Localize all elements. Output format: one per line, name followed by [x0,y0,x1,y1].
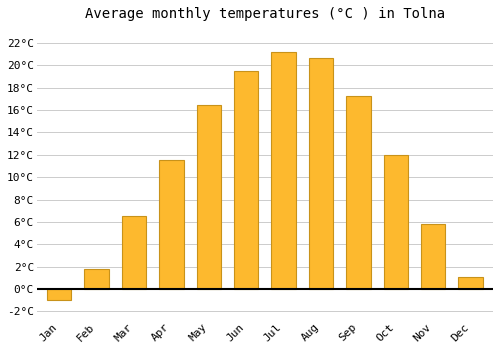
Bar [196,105,221,289]
Bar [159,160,184,289]
Bar [47,289,72,300]
Bar [272,52,295,289]
Bar [84,269,108,289]
Bar [346,96,370,289]
Bar [309,58,333,289]
Bar [234,71,258,289]
Bar [421,224,446,289]
Bar [122,216,146,289]
Bar [458,277,483,289]
Bar [384,155,408,289]
Title: Average monthly temperatures (°C ) in Tolna: Average monthly temperatures (°C ) in To… [85,7,445,21]
